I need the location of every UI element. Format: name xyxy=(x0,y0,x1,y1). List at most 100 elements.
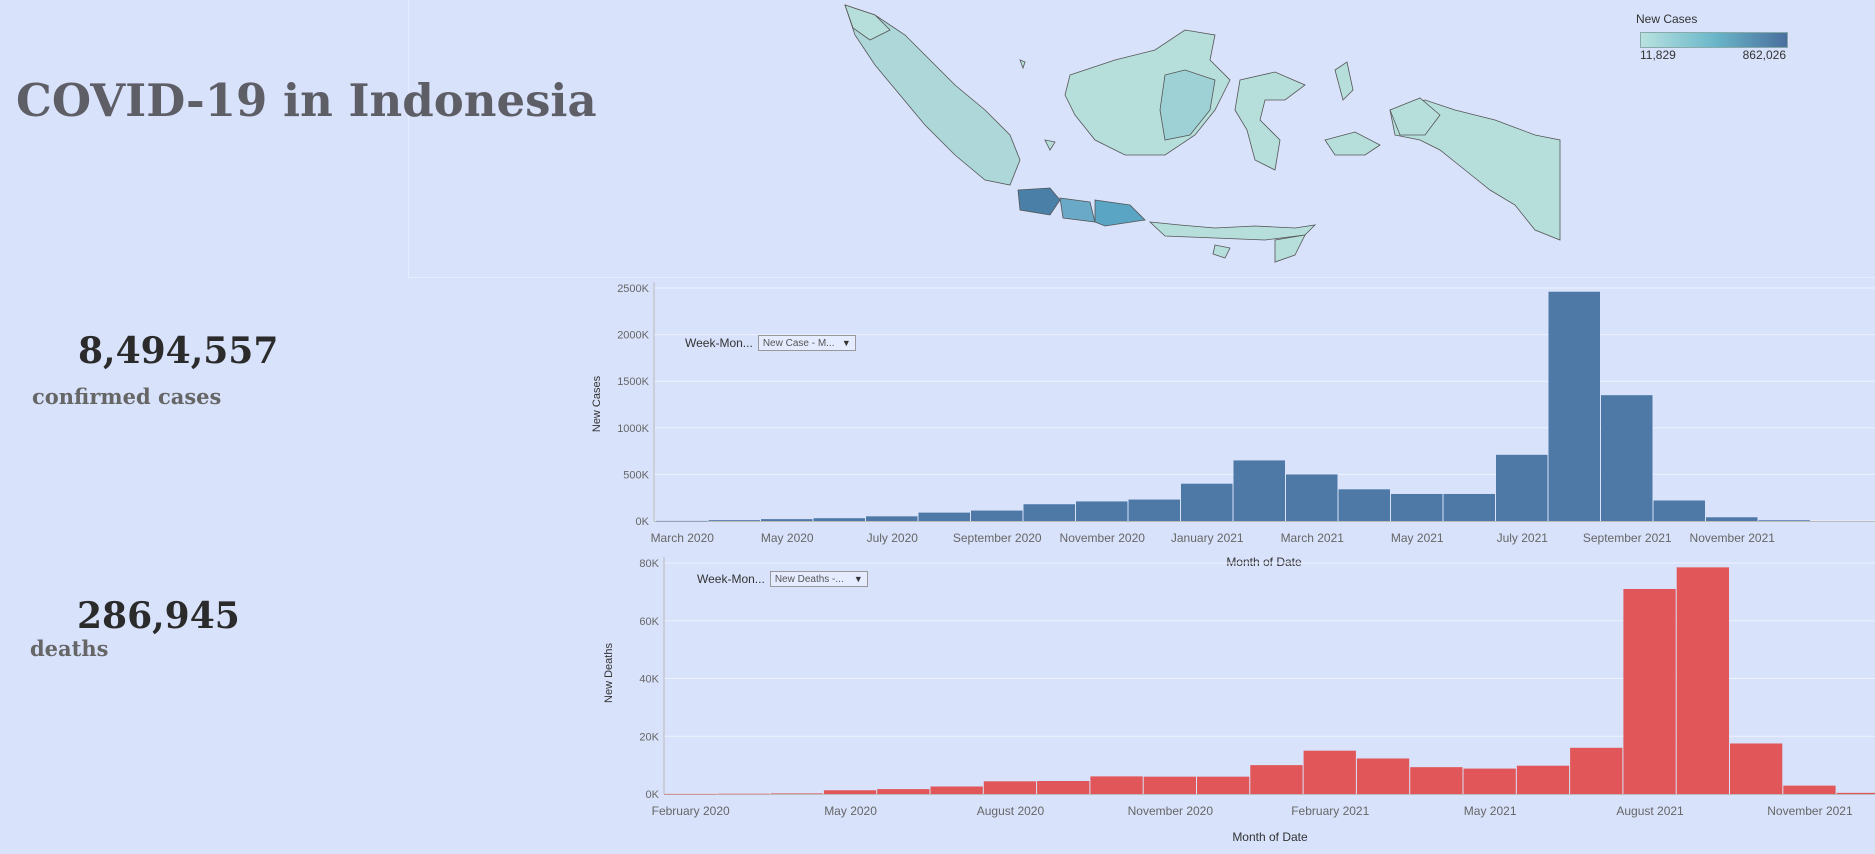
new-deaths-bar[interactable] xyxy=(983,781,1037,794)
new-deaths-bar[interactable] xyxy=(1836,792,1875,794)
new-cases-bar[interactable] xyxy=(761,519,813,521)
x-tick-label: February 2021 xyxy=(1291,804,1369,818)
x-tick-label: August 2020 xyxy=(977,804,1045,818)
new-cases-bar[interactable] xyxy=(813,518,866,521)
x-tick-label: March 2021 xyxy=(1281,531,1345,545)
new-cases-bar[interactable] xyxy=(1338,489,1391,521)
new-deaths-bar[interactable] xyxy=(1676,567,1729,794)
new-deaths-bar[interactable] xyxy=(717,793,770,795)
y-axis-title: New Cases xyxy=(591,375,603,432)
new-deaths-bar[interactable] xyxy=(1516,765,1570,794)
map-legend: New Cases 11,829 862,026 xyxy=(1636,12,1796,72)
y-tick-label: 0K xyxy=(646,789,660,801)
cases-filter-label: Week-Mon... xyxy=(685,336,753,350)
y-tick-label: 40K xyxy=(639,674,659,686)
cases-filter-value: New Case - M... xyxy=(762,337,835,349)
new-deaths-bar[interactable] xyxy=(1410,767,1463,794)
deaths-label: deaths xyxy=(30,636,109,661)
deaths-filter: Week-Mon... New Deaths -... ▼ xyxy=(697,571,868,587)
x-tick-label: August 2021 xyxy=(1616,804,1684,818)
x-tick-label: November 2021 xyxy=(1767,804,1853,818)
new-deaths-bar[interactable] xyxy=(770,793,823,794)
x-tick-label: July 2020 xyxy=(867,531,919,545)
region-nusa-tenggara xyxy=(1148,221,1317,241)
new-deaths-bar[interactable] xyxy=(664,793,717,795)
new-deaths-bar[interactable] xyxy=(1250,765,1303,794)
panel-divider xyxy=(408,0,409,278)
new-cases-bar[interactable] xyxy=(656,520,708,522)
new-deaths-bar[interactable] xyxy=(930,786,983,794)
legend-max-label: 862,026 xyxy=(1742,48,1786,62)
new-cases-bar[interactable] xyxy=(1496,454,1548,521)
new-cases-bar[interactable] xyxy=(708,520,761,521)
new-deaths-bar[interactable] xyxy=(1570,747,1623,794)
y-tick-label: 1500K xyxy=(617,376,649,388)
new-deaths-bar[interactable] xyxy=(1143,776,1196,794)
chevron-down-icon: ▼ xyxy=(841,338,851,348)
new-cases-bar[interactable] xyxy=(1181,483,1233,521)
y-tick-label: 0K xyxy=(636,516,650,528)
y-tick-label: 60K xyxy=(639,616,659,628)
y-tick-label: 80K xyxy=(639,558,659,570)
new-deaths-bar[interactable] xyxy=(1090,776,1143,794)
new-cases-bar[interactable] xyxy=(1286,474,1338,521)
x-tick-label: November 2020 xyxy=(1128,804,1214,818)
new-cases-bar[interactable] xyxy=(1391,493,1443,521)
new-cases-bar[interactable] xyxy=(1076,501,1128,521)
new-cases-bar[interactable] xyxy=(866,516,918,521)
new-cases-chart[interactable]: 0K 500K 1000K 1500K 2000K 2500K March 2020 May … xyxy=(590,280,1875,580)
new-deaths-bar[interactable] xyxy=(877,789,930,794)
cases-filter-dropdown[interactable]: New Case - M... ▼ xyxy=(757,335,856,351)
deaths-value: 286,945 xyxy=(77,595,240,637)
deaths-filter-value: New Deaths -... xyxy=(774,573,844,585)
x-tick-label: February 2020 xyxy=(652,804,730,818)
page-title: COVID-19 in Indonesia xyxy=(16,74,597,127)
x-tick-label: March 2020 xyxy=(651,531,715,545)
region-west-papua xyxy=(1389,97,1441,136)
new-deaths-bar[interactable] xyxy=(1783,785,1836,794)
y-axis-title: New Deaths xyxy=(603,643,615,703)
y-tick-label: 20K xyxy=(639,731,659,743)
new-deaths-bar[interactable] xyxy=(1037,781,1090,794)
confirmed-cases-label: confirmed cases xyxy=(32,384,222,409)
new-cases-bar[interactable] xyxy=(1233,460,1286,521)
new-cases-bar[interactable] xyxy=(1443,493,1496,521)
y-tick-label: 1000K xyxy=(617,423,649,435)
new-cases-bar[interactable] xyxy=(918,512,971,521)
new-deaths-bar[interactable] xyxy=(1463,768,1516,794)
new-deaths-bar[interactable] xyxy=(1623,588,1676,794)
region-sumatra xyxy=(844,4,1021,186)
x-tick-label: May 2020 xyxy=(761,531,814,545)
legend-min-label: 11,829 xyxy=(1640,48,1676,62)
region-sulawesi xyxy=(1234,71,1306,171)
y-tick-label: 2500K xyxy=(617,283,649,295)
x-tick-label: July 2021 xyxy=(1497,531,1549,545)
chevron-down-icon: ▼ xyxy=(853,574,863,584)
indonesia-map[interactable] xyxy=(835,0,1565,275)
x-tick-label: May 2021 xyxy=(1391,531,1444,545)
confirmed-cases-value: 8,494,557 xyxy=(78,330,279,372)
region-east-java xyxy=(1094,199,1146,227)
new-deaths-chart[interactable]: 0K 20K 40K 60K 80K February 2020 May 2020 Augus… xyxy=(590,555,1875,854)
region-east-kalimantan xyxy=(1159,69,1216,141)
new-cases-bar[interactable] xyxy=(1128,499,1181,521)
x-tick-label: September 2020 xyxy=(953,531,1042,545)
region-central-java xyxy=(1059,197,1096,223)
new-deaths-bar[interactable] xyxy=(1197,776,1250,794)
new-deaths-bar[interactable] xyxy=(1356,758,1410,794)
new-deaths-bar[interactable] xyxy=(823,790,877,794)
new-cases-bar[interactable] xyxy=(1706,517,1758,521)
deaths-filter-label: Week-Mon... xyxy=(697,572,765,586)
y-tick-label: 2000K xyxy=(617,330,649,342)
new-cases-bar[interactable] xyxy=(1758,520,1811,521)
new-cases-bar[interactable] xyxy=(971,510,1023,521)
new-cases-bar[interactable] xyxy=(1653,500,1706,521)
deaths-filter-dropdown[interactable]: New Deaths -... ▼ xyxy=(769,571,868,587)
y-tick-label: 500K xyxy=(623,469,649,481)
new-deaths-bar[interactable] xyxy=(1303,750,1356,794)
new-cases-bar[interactable] xyxy=(1601,395,1653,521)
new-cases-bar[interactable] xyxy=(1548,291,1601,521)
new-deaths-bar[interactable] xyxy=(1730,743,1783,794)
new-cases-bar[interactable] xyxy=(1023,504,1076,521)
region-aceh xyxy=(844,4,891,41)
